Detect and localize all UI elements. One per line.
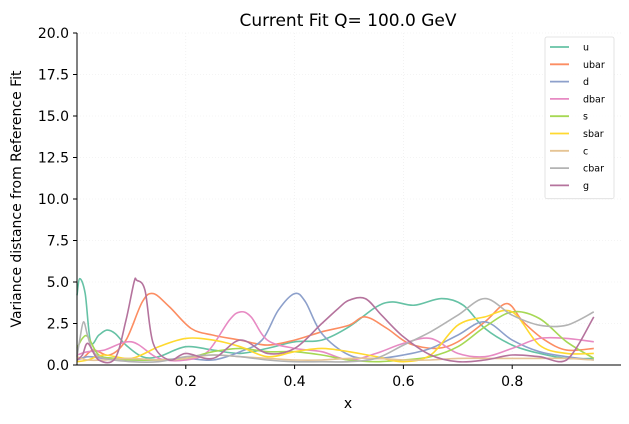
legend-label-cbar: cbar bbox=[583, 164, 604, 175]
series-line-c bbox=[76, 354, 594, 362]
series-group bbox=[76, 277, 595, 364]
y-ticks: 0.0 2.5 5.0 7.5 10.0 12.5 15.0 17.5 20.0 bbox=[38, 26, 77, 374]
x-ticks: 0.2 0.4 0.6 0.8 bbox=[175, 365, 523, 390]
y-tick-label: 5.0 bbox=[47, 275, 69, 291]
legend-label-ubar: ubar bbox=[583, 60, 605, 71]
series-line-u bbox=[76, 277, 594, 360]
legend-box bbox=[544, 36, 615, 200]
legend-label-u: u bbox=[583, 43, 589, 54]
y-tick-label: 20.0 bbox=[38, 26, 69, 42]
x-tick-label: 0.4 bbox=[283, 374, 305, 390]
series-line-sbar bbox=[76, 309, 594, 363]
legend-label-sbar: sbar bbox=[583, 129, 604, 140]
legend-label-s: s bbox=[583, 112, 588, 123]
x-tick-label: 0.6 bbox=[392, 374, 414, 390]
legend-label-c: c bbox=[583, 146, 588, 157]
chart-title: Current Fit Q= 100.0 GeV bbox=[240, 11, 457, 31]
legend: u ubar d dbar s sbar c cbar g bbox=[544, 36, 615, 200]
legend-label-g: g bbox=[583, 181, 589, 192]
y-tick-label: 0.0 bbox=[47, 358, 69, 374]
y-tick-label: 17.5 bbox=[38, 68, 69, 84]
y-tick-label: 2.5 bbox=[47, 317, 69, 333]
y-tick-label: 7.5 bbox=[47, 234, 69, 250]
x-tick-label: 0.2 bbox=[175, 374, 197, 390]
y-tick-label: 10.0 bbox=[38, 192, 69, 208]
x-tick-label: 0.8 bbox=[501, 374, 523, 390]
grid bbox=[77, 32, 621, 366]
y-tick-label: 12.5 bbox=[38, 151, 69, 167]
legend-label-dbar: dbar bbox=[583, 94, 605, 105]
series-line-g bbox=[76, 277, 595, 364]
series-line-dbar bbox=[76, 310, 594, 362]
y-axis-label: Variance distance from Reference Fit bbox=[9, 70, 25, 328]
y-tick-label: 15.0 bbox=[38, 109, 69, 125]
series-line-cbar bbox=[76, 297, 595, 363]
legend-label-d: d bbox=[583, 77, 589, 88]
x-axis-label: x bbox=[344, 396, 352, 412]
